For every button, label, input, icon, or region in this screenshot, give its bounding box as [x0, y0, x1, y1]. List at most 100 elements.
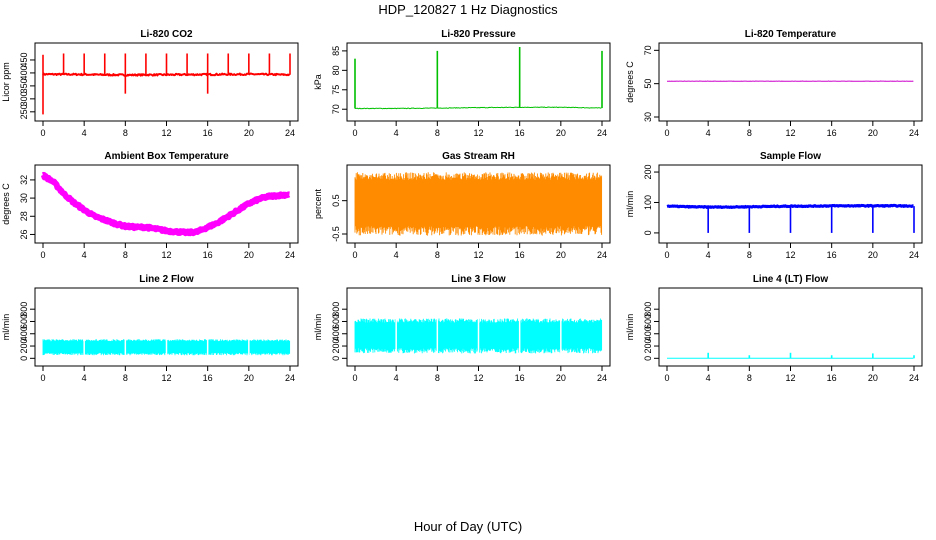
x-tick-label: 8: [435, 250, 440, 260]
y-tick-label: 100: [643, 195, 653, 210]
y-axis-label: degrees C: [625, 61, 635, 103]
y-tick-label: 70: [331, 104, 341, 114]
x-tick-label: 4: [394, 250, 399, 260]
y-tick-label: 200: [643, 165, 653, 180]
y-tick-label: 400: [331, 326, 341, 341]
y-tick-label: 0.5: [331, 194, 341, 207]
y-axis-label: ml/min: [313, 314, 323, 341]
y-tick-label: 85: [331, 46, 341, 56]
x-tick-label: 4: [706, 250, 711, 260]
y-tick-label: 450: [19, 52, 29, 67]
panel-title: Li-820 CO2: [140, 29, 193, 40]
y-tick-label: 300: [19, 91, 29, 106]
panel-title: Gas Stream RH: [442, 151, 515, 162]
y-axis-label: ml/min: [625, 314, 635, 341]
y-tick-label: 75: [331, 85, 341, 95]
x-tick-label: 8: [747, 373, 752, 383]
y-axis-label: kPa: [313, 74, 323, 90]
plot-area: [667, 352, 915, 359]
y-tick-label: 26: [19, 229, 29, 239]
x-tick-label: 4: [706, 128, 711, 138]
y-tick-label: 0: [643, 356, 653, 361]
y-tick-label: 200: [643, 339, 653, 354]
y-tick-label: 800: [643, 302, 653, 317]
x-tick-label: 24: [597, 250, 607, 260]
x-tick-label: 12: [473, 250, 483, 260]
y-tick-label: 32: [19, 175, 29, 185]
x-tick-label: 0: [664, 128, 669, 138]
x-tick-label: 12: [473, 128, 483, 138]
y-tick-label: 28: [19, 211, 29, 221]
y-axis-label: ml/min: [1, 314, 11, 341]
plot-area: [42, 53, 291, 115]
x-tick-label: 24: [597, 373, 607, 383]
x-tick-label: 8: [747, 250, 752, 260]
plot-area: [354, 172, 603, 236]
x-tick-label: 12: [161, 250, 171, 260]
x-tick-label: 24: [285, 373, 295, 383]
x-tick-label: 24: [909, 373, 919, 383]
y-tick-label: 30: [643, 112, 653, 122]
y-tick-label: 400: [19, 326, 29, 341]
x-tick-label: 20: [244, 250, 254, 260]
panel-3: Li-820 Temperature 0 4 8 12 16 20 24 30 50 70 degre…: [625, 29, 923, 138]
y-tick-label: 600: [19, 314, 29, 329]
x-tick-label: 20: [556, 128, 566, 138]
x-tick-label: 4: [706, 373, 711, 383]
figure-title: HDP_120827 1 Hz Diagnostics: [378, 2, 558, 17]
x-tick-label: 16: [827, 128, 837, 138]
x-tick-label: 20: [556, 373, 566, 383]
x-tick-label: 0: [40, 373, 45, 383]
x-tick-label: 12: [473, 373, 483, 383]
x-tick-label: 0: [664, 373, 669, 383]
plot-area: [666, 203, 915, 233]
x-tick-label: 16: [827, 373, 837, 383]
y-tick-label: 0: [331, 356, 341, 361]
x-tick-label: 16: [203, 250, 213, 260]
y-tick-label: 600: [331, 314, 341, 329]
x-tick-label: 8: [123, 250, 128, 260]
x-tick-label: 20: [556, 250, 566, 260]
x-tick-label: 24: [909, 250, 919, 260]
x-tick-label: 0: [40, 250, 45, 260]
y-tick-label: 250: [19, 104, 29, 119]
x-tick-label: 24: [597, 128, 607, 138]
x-tick-label: 4: [394, 128, 399, 138]
x-tick-label: 8: [123, 128, 128, 138]
x-tick-label: 0: [40, 128, 45, 138]
x-tick-label: 20: [244, 128, 254, 138]
plot-frame: [346, 42, 611, 122]
x-tick-label: 16: [515, 128, 525, 138]
plot-area: [42, 292, 291, 362]
x-tick-label: 20: [868, 128, 878, 138]
x-tick-label: 0: [352, 373, 357, 383]
x-tick-label: 20: [244, 373, 254, 383]
x-tick-label: 0: [352, 250, 357, 260]
x-tick-label: 4: [394, 373, 399, 383]
y-tick-label: -0.5: [331, 226, 341, 242]
x-tick-label: 12: [161, 128, 171, 138]
panel-2: Li-820 Pressure 0 4 8 12 16 20 24 70 75 80 85 kPa: [313, 29, 611, 138]
plot-frame: [658, 42, 923, 122]
x-axis-title: Hour of Day (UTC): [414, 519, 522, 534]
y-tick-label: 800: [331, 302, 341, 317]
panel-title: Line 4 (LT) Flow: [753, 274, 829, 285]
x-tick-label: 0: [664, 250, 669, 260]
plot-area: [354, 47, 603, 110]
y-tick-label: 350: [19, 78, 29, 93]
panel-title: Li-820 Pressure: [441, 29, 516, 40]
y-tick-label: 0: [643, 230, 653, 235]
y-tick-label: 200: [19, 339, 29, 354]
y-tick-label: 50: [643, 79, 653, 89]
x-tick-label: 16: [827, 250, 837, 260]
x-tick-label: 20: [868, 373, 878, 383]
panel-6: Sample Flow 0 4 8 12 16 20 24 0 100 200 ml/min: [625, 151, 923, 260]
panel-title: Line 2 Flow: [139, 274, 194, 285]
x-tick-label: 16: [515, 250, 525, 260]
x-tick-label: 4: [82, 250, 87, 260]
x-tick-label: 12: [785, 128, 795, 138]
panel-5: Gas Stream RH 0 4 8 12 16 20 24 -0.5 0.5 percent: [313, 151, 611, 260]
x-tick-label: 16: [203, 128, 213, 138]
